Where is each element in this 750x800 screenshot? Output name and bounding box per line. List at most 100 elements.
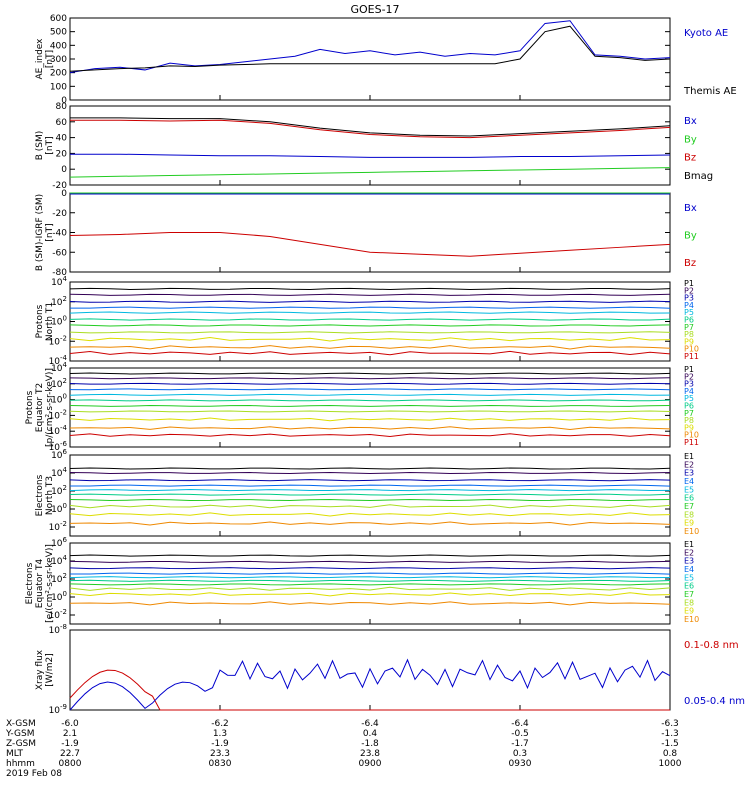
flux-channel-line	[69, 377, 671, 380]
legend-entry: 0.05-0.4 nm	[684, 696, 745, 707]
y-axis-label: B (SM)-IGRF (SM)	[35, 194, 45, 271]
panel-frame	[69, 105, 671, 186]
flux-channel-line	[69, 498, 671, 502]
ephemeris-value: -6.0	[61, 719, 79, 729]
ephemeris-value: -6.3	[661, 719, 679, 729]
ephemeris-value: 0.4	[363, 729, 378, 739]
flux-channel-line	[69, 560, 671, 563]
panel-1: 0 100 200 300 400 500 600 AE_index [nT] Kyoto AE T…	[35, 14, 737, 106]
ephemeris-value: 23.8	[360, 749, 380, 759]
legend-entry: P9	[684, 423, 694, 432]
y-tick-label: 106	[51, 448, 67, 461]
ephemeris-value: -1.9	[211, 739, 229, 749]
y-axis-label: Electrons	[25, 562, 35, 604]
legend-entry: E10	[684, 527, 699, 536]
y-axis-label: Equator T4	[35, 559, 45, 609]
y-tick-label: 10-2	[49, 608, 67, 621]
y-tick-label: 104	[51, 466, 67, 479]
series-line	[70, 119, 671, 139]
legend-entry: E2	[684, 460, 694, 469]
ephemeris-value: 0800	[59, 759, 82, 769]
flux-channel-line	[69, 293, 671, 296]
series-line	[69, 20, 671, 74]
y-tick-label: 10-9	[49, 703, 67, 716]
flux-channel-line	[69, 521, 671, 526]
legend-entry: Themis AE	[683, 86, 737, 97]
legend-entry: E9	[684, 519, 694, 528]
ephemeris-row-label: 2019 Feb 08	[6, 769, 62, 779]
ephemeris-row-label: X-GSM	[6, 719, 36, 729]
legend-entry: Bz	[684, 258, 696, 269]
flux-channel-line	[69, 554, 671, 557]
series-line	[69, 167, 671, 178]
y-tick-label: -80	[52, 268, 67, 278]
legend-entry: P3	[684, 380, 694, 389]
legend-entry: P1	[684, 365, 694, 374]
flux-channel-line	[69, 318, 671, 321]
legend-entry: E8	[684, 510, 694, 519]
flux-channel-line	[69, 576, 671, 579]
y-axis-label: Electrons	[35, 474, 45, 516]
y-tick-label: 400	[50, 41, 67, 51]
legend-entry: E1	[684, 540, 694, 549]
ephemeris-value: -6.4	[361, 719, 379, 729]
y-axis-label: AE_index	[35, 38, 45, 80]
series-line	[69, 25, 671, 72]
panel-3: -80 -60 -40 -20 0 B (SM)-IGRF (SM) [nT] Bx By Bz	[35, 189, 697, 278]
y-tick-label: 104	[51, 361, 67, 374]
flux-channel-line	[69, 404, 671, 407]
y-tick-label: 20	[56, 149, 68, 159]
y-tick-label: 100	[51, 393, 67, 406]
flux-channel-line	[69, 572, 671, 575]
flux-channel-line	[69, 311, 671, 314]
ephemeris-value: -1.9	[61, 739, 79, 749]
ephemeris-value: -6.4	[511, 719, 529, 729]
y-tick-label: 100	[50, 82, 67, 92]
ephemeris-value: 1000	[659, 759, 682, 769]
flux-channel-line	[69, 350, 671, 356]
flux-channel-line	[69, 300, 671, 303]
ephemeris-value: 0900	[359, 759, 382, 769]
y-tick-label: 600	[50, 14, 67, 24]
y-tick-label: 10-6	[49, 440, 68, 453]
y-axis-label: [nT]	[45, 50, 55, 68]
y-tick-label: 102	[51, 484, 67, 497]
legend-entry: P1	[684, 279, 694, 288]
legend-entry: P10	[684, 431, 699, 440]
ephemeris-value: 23.3	[210, 749, 230, 759]
ephemeris-row-label: Z-GSM	[6, 739, 36, 749]
y-axis-label: North T3	[45, 476, 55, 515]
ephemeris-value: -1.5	[661, 739, 679, 749]
ephemeris-value: -1.8	[361, 739, 379, 749]
y-tick-label: 0	[61, 165, 67, 175]
panel-5: 10-6 10-4 10-2 100 102 104 Protons Equator T2 [p…	[25, 361, 699, 453]
flux-channel-line	[69, 417, 671, 422]
ephemeris-value: -1.7	[511, 739, 529, 749]
y-axis-label: Protons	[35, 304, 45, 338]
ephemeris-value: 0830	[209, 759, 232, 769]
y-tick-label: -20	[52, 209, 67, 219]
y-axis-label: Equator T2	[35, 383, 45, 432]
flux-channel-line	[69, 306, 671, 309]
legend-entry: P2	[684, 286, 694, 295]
legend-entry: E7	[684, 590, 694, 599]
y-tick-label: -60	[52, 248, 67, 258]
flux-channel-line	[69, 512, 671, 517]
legend-entry: P11	[684, 352, 699, 361]
y-tick-label: -40	[52, 229, 67, 239]
y-axis-label: North T1	[45, 302, 55, 341]
panel-8: 10-9 10-8 Xray flux [W/m2] 0.1-0.8 nm 0.05-0.…	[35, 623, 745, 716]
legend-entry: E4	[684, 477, 694, 486]
ephemeris-value: 0.8	[663, 749, 678, 759]
y-tick-label: 100	[51, 315, 67, 328]
y-axis-label: Protons	[25, 390, 35, 424]
legend-entry: E1	[684, 452, 694, 461]
series-line	[70, 153, 671, 158]
flux-channel-line	[69, 471, 671, 475]
y-tick-label: 102	[51, 295, 67, 308]
chart-title: GOES-17	[350, 3, 399, 16]
y-tick-label: 0	[61, 96, 67, 106]
ephemeris-value: -0.5	[511, 729, 529, 739]
flux-channel-line	[69, 331, 671, 334]
